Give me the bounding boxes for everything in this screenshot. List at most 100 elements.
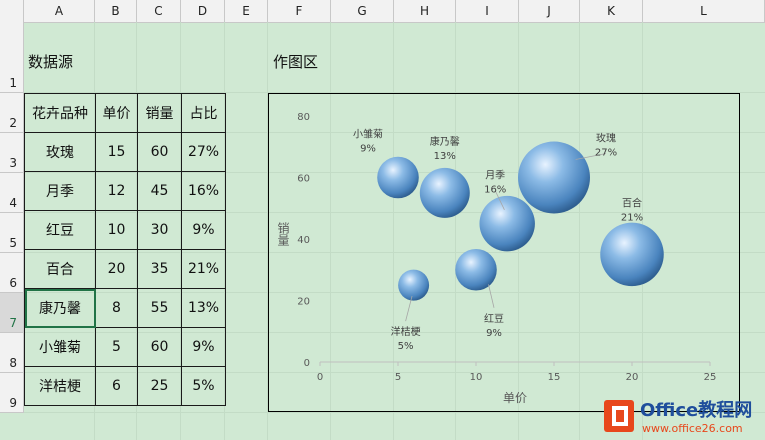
grid-line (24, 252, 765, 253)
table-cell[interactable]: 6 (95, 366, 138, 406)
grid-line (24, 332, 765, 333)
column-header-C[interactable]: C (137, 0, 181, 22)
row-header-2[interactable]: 2 (0, 93, 24, 133)
table-cell[interactable]: 康乃馨 (24, 288, 96, 328)
table-cell[interactable]: 小雏菊 (24, 327, 96, 367)
table-cell[interactable]: 9% (181, 327, 226, 367)
row-header-6[interactable]: 6 (0, 253, 24, 293)
table-cell[interactable]: 百合 (24, 249, 96, 289)
row-number: 6 (9, 276, 17, 290)
bubble-label-name: 百合 (622, 196, 642, 209)
row-header-9[interactable]: 9 (0, 373, 24, 413)
table-cell[interactable]: 8 (95, 288, 138, 328)
table-header-cell[interactable]: 占比 (181, 93, 226, 133)
row-header-4[interactable]: 4 (0, 173, 24, 213)
row-number: 7 (9, 316, 17, 330)
column-header-L[interactable]: L (643, 0, 765, 22)
grid-line (267, 22, 268, 440)
row-header-8[interactable]: 8 (0, 333, 24, 373)
table-cell[interactable]: 12 (95, 171, 138, 211)
bubble-小雏菊[interactable] (377, 156, 419, 199)
column-header-B[interactable]: B (95, 0, 137, 22)
y-tick-label: 40 (297, 235, 310, 246)
column-header-A[interactable]: A (24, 0, 95, 22)
row-number: 8 (9, 356, 17, 370)
column-header-J[interactable]: J (519, 0, 580, 22)
bubble-洋桔梗[interactable] (398, 269, 430, 301)
plot-area-title: 作图区 (273, 53, 319, 71)
x-tick-label: 10 (470, 372, 483, 383)
select-all-corner[interactable] (0, 0, 24, 22)
table-cell[interactable]: 45 (137, 171, 182, 211)
bubble-月季[interactable] (479, 195, 535, 252)
row-number: 2 (9, 116, 17, 130)
bubble-label-share: 5% (398, 341, 414, 352)
table-cell[interactable]: 21% (181, 249, 226, 289)
grid-line (330, 22, 331, 440)
row-header-7[interactable]: 7 (0, 293, 24, 333)
table-cell[interactable]: 20 (95, 249, 138, 289)
column-header-G[interactable]: G (331, 0, 394, 22)
column-header-I[interactable]: I (456, 0, 519, 22)
table-cell[interactable]: 15 (95, 132, 138, 172)
table-cell[interactable]: 60 (137, 132, 182, 172)
bubble-label-name: 红豆 (484, 312, 504, 325)
grid-line (393, 22, 394, 440)
table-cell[interactable]: 红豆 (24, 210, 96, 250)
column-header-bar (0, 0, 765, 23)
bubble-chart-svg[interactable]: 0 5 10 15 20 25 0 20 40 60 80 单价 销量 玫瑰 27% 月季 16% 红豆 9% 百合… (269, 94, 739, 411)
table-cell[interactable]: 9% (181, 210, 226, 250)
leader-line (405, 295, 413, 322)
leader-line (494, 190, 505, 210)
column-header-E[interactable]: E (225, 0, 268, 22)
grid-line (24, 132, 765, 133)
table-row: 小雏菊 5 60 9% (24, 327, 226, 367)
table-cell[interactable]: 洋桔梗 (24, 366, 96, 406)
table-cell[interactable]: 27% (181, 132, 226, 172)
grid-line (24, 372, 765, 373)
bubble-label-share: 27% (595, 148, 617, 159)
bubble-label-share: 21% (621, 212, 643, 223)
bubble-chart[interactable]: 0 5 10 15 20 25 0 20 40 60 80 单价 销量 玫瑰 27% 月季 16% 红豆 9% 百合… (268, 93, 740, 412)
row-header-5[interactable]: 5 (0, 213, 24, 253)
grid-line (24, 412, 765, 413)
table-header-cell[interactable]: 销量 (137, 93, 182, 133)
data-source-table: 花卉品种 单价 销量 占比 玫瑰 15 60 27% 月季 12 45 16% 红豆 10 30 9% 百合 20… (24, 93, 226, 406)
row-number: 3 (9, 156, 17, 170)
table-cell[interactable]: 5 (95, 327, 138, 367)
table-cell[interactable]: 玫瑰 (24, 132, 96, 172)
watermark-url: www.office26.com (642, 422, 743, 435)
watermark-brand: Office教程网 (640, 399, 752, 421)
table-header-cell[interactable]: 单价 (95, 93, 138, 133)
table-cell[interactable]: 35 (137, 249, 182, 289)
table-header-cell[interactable]: 花卉品种 (24, 93, 96, 133)
row-header-3[interactable]: 3 (0, 133, 24, 173)
bubble-玫瑰[interactable] (518, 141, 590, 214)
table-cell[interactable]: 55 (137, 288, 182, 328)
table-cell[interactable]: 5% (181, 366, 226, 406)
bubble-百合[interactable] (600, 222, 664, 287)
bubble-label-name: 小雏菊 (353, 128, 383, 141)
bubble-label-share: 9% (360, 144, 376, 155)
grid-line (24, 92, 765, 93)
table-cell[interactable]: 30 (137, 210, 182, 250)
column-header-D[interactable]: D (181, 0, 225, 22)
column-header-K[interactable]: K (580, 0, 643, 22)
table-cell[interactable]: 60 (137, 327, 182, 367)
bubble-label-share: 13% (434, 151, 456, 162)
bubble-红豆[interactable] (455, 248, 497, 291)
row-header-1[interactable]: 1 (0, 22, 24, 93)
table-cell[interactable]: 月季 (24, 171, 96, 211)
column-header-F[interactable]: F (268, 0, 331, 22)
bubble-label-name: 月季 (485, 170, 505, 182)
row-number: 9 (9, 396, 17, 410)
y-tick-label: 60 (297, 174, 310, 185)
bubble-康乃馨[interactable] (419, 167, 470, 218)
column-header-H[interactable]: H (394, 0, 456, 22)
table-cell[interactable]: 13% (181, 288, 226, 328)
table-row: 玫瑰 15 60 27% (24, 132, 226, 172)
table-cell[interactable]: 16% (181, 171, 226, 211)
table-cell[interactable]: 25 (137, 366, 182, 406)
table-cell[interactable]: 10 (95, 210, 138, 250)
x-tick-label: 25 (704, 372, 717, 383)
